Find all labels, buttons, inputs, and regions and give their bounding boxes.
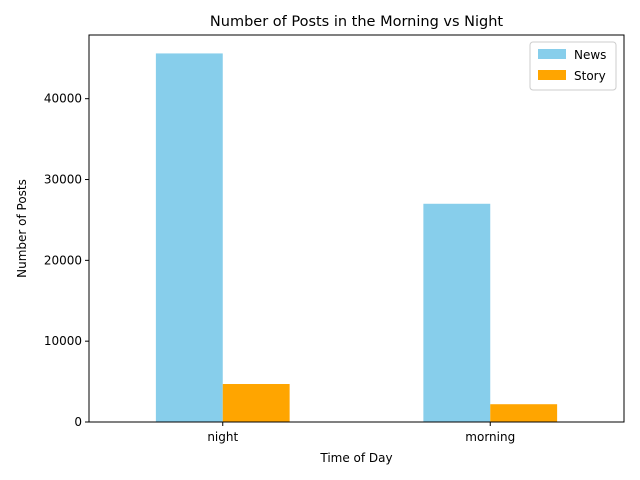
x-axis-label: Time of Day [319,451,392,465]
y-tick-label-30000: 30000 [44,173,82,187]
legend-label-news: News [574,48,606,62]
bar-story-morning [490,404,558,422]
plot-area: night morning 0 10000 20000 30000 40000 [44,34,625,444]
y-axis-label: Number of Posts [15,179,29,278]
legend: News Story [529,41,617,91]
legend-swatch-story [538,70,566,80]
axes-frame [88,34,625,423]
legend-label-story: Story [574,69,606,83]
y-tick-label-10000: 10000 [44,334,82,348]
chart-title: Number of Posts in the Morning vs Night [210,14,504,30]
y-tick-label-20000: 20000 [44,253,82,267]
bar-news-morning [423,203,491,422]
x-tick-label-night: night [207,430,238,444]
legend-swatch-news [538,49,566,59]
y-tick-label-0: 0 [74,415,82,429]
y-tick-label-40000: 40000 [44,92,82,106]
x-tick-label-morning: morning [465,430,515,444]
bar-news-night [155,53,223,423]
bar-story-night [222,384,290,422]
